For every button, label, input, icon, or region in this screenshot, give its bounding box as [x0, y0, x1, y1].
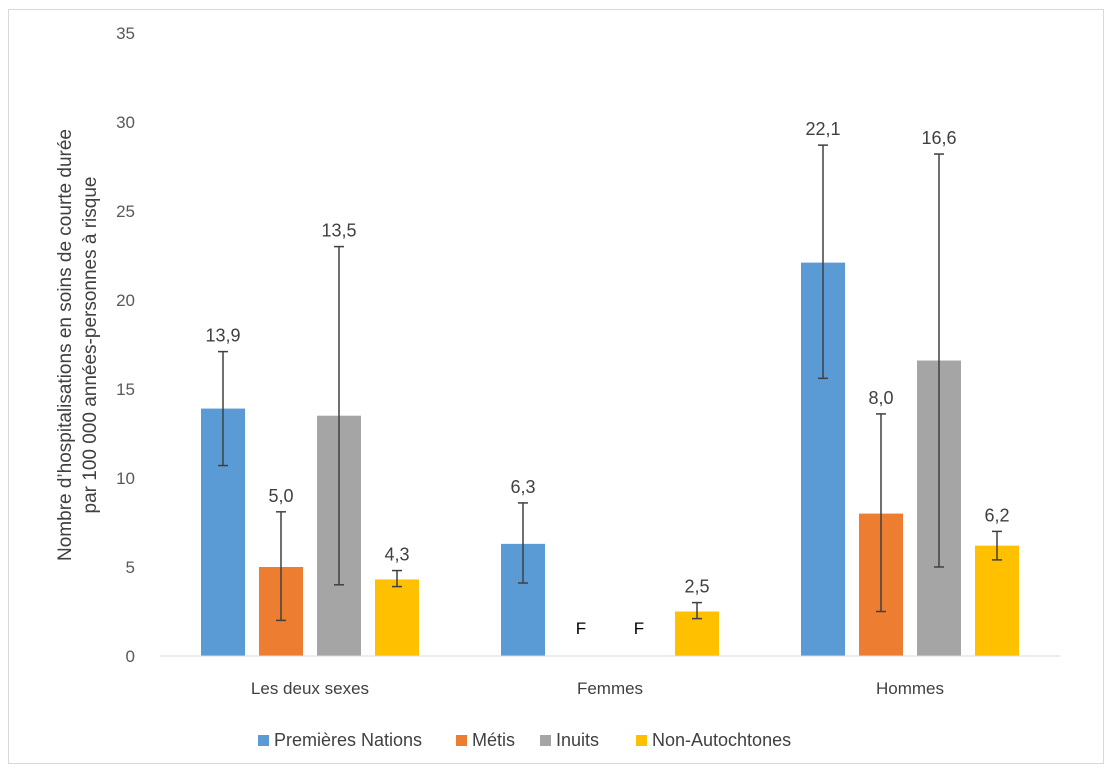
- legend-swatch: [540, 735, 551, 746]
- y-tick-label: 10: [116, 469, 135, 488]
- data-labels: 13,9 5,0 13,5 4,3 6,3 F F 2,5 22,1 8,0 16,6 6,2: [205, 119, 1009, 638]
- y-tick-label: 20: [116, 291, 135, 310]
- legend-label: Inuits: [556, 730, 599, 750]
- legend-label: Premières Nations: [274, 730, 422, 750]
- x-axis-categories: Les deux sexes Femmes Hommes: [251, 679, 944, 698]
- legend-swatch: [258, 735, 269, 746]
- data-label: 13,9: [205, 326, 240, 346]
- legend: Premières Nations Métis Inuits Non-Autochto…: [258, 730, 791, 750]
- y-tick-label: 30: [116, 113, 135, 132]
- y-tick-label: 25: [116, 202, 135, 221]
- y-axis-label: Nombre d’hospitalisations en soins de co…: [55, 129, 101, 561]
- bar: [375, 579, 419, 656]
- x-category-label: Femmes: [577, 679, 643, 698]
- data-label: 13,5: [321, 221, 356, 241]
- legend-item: Inuits: [540, 730, 599, 750]
- legend-label: Non-Autochtones: [652, 730, 791, 750]
- bars: [201, 262, 1019, 656]
- bar: [975, 545, 1019, 656]
- x-category-label: Hommes: [876, 679, 944, 698]
- y-axis-label-line-2: par 100 000 années-personnes à risque: [80, 177, 101, 514]
- legend-item: Non-Autochtones: [636, 730, 791, 750]
- data-label: 5,0: [268, 486, 293, 506]
- data-label: 2,5: [684, 577, 709, 597]
- error-bars: [218, 144, 1002, 622]
- data-label-suppressed: F: [634, 619, 644, 638]
- data-label: 6,2: [984, 505, 1009, 525]
- y-axis-ticks: 0 5 10 15 20 25 30 35: [116, 24, 135, 666]
- y-tick-label: 5: [126, 558, 135, 577]
- y-tick-label: 15: [116, 380, 135, 399]
- data-label: 16,6: [921, 128, 956, 148]
- legend-item: Premières Nations: [258, 730, 422, 750]
- x-category-label: Les deux sexes: [251, 679, 369, 698]
- data-label: 22,1: [805, 119, 840, 139]
- data-label-suppressed: F: [576, 619, 586, 638]
- legend-label: Métis: [472, 730, 515, 750]
- data-label: 8,0: [868, 388, 893, 408]
- legend-swatch: [456, 735, 467, 746]
- legend-swatch: [636, 735, 647, 746]
- y-tick-label: 0: [126, 647, 135, 666]
- legend-item: Métis: [456, 730, 515, 750]
- y-tick-label: 35: [116, 24, 135, 43]
- data-label: 4,3: [384, 545, 409, 565]
- y-axis-label-line-1: Nombre d’hospitalisations en soins de co…: [55, 129, 76, 561]
- data-label: 6,3: [510, 477, 535, 497]
